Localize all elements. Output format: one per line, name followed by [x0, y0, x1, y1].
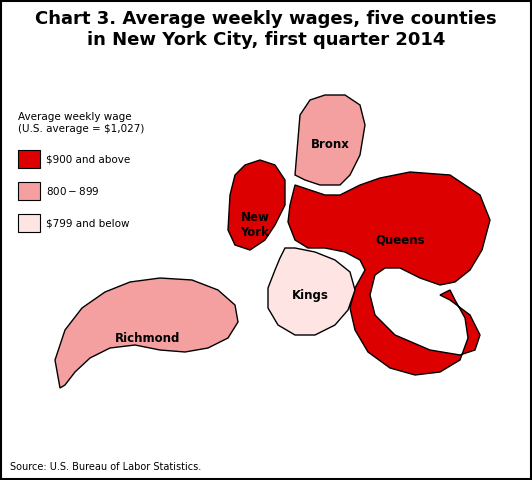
Bar — [18, 150, 40, 168]
Text: Queens: Queens — [375, 233, 425, 247]
Text: Bronx: Bronx — [311, 139, 350, 152]
Text: Chart 3. Average weekly wages, five counties
in New York City, first quarter 201: Chart 3. Average weekly wages, five coun… — [35, 10, 497, 49]
Text: Richmond: Richmond — [115, 332, 181, 345]
Text: $900 and above: $900 and above — [46, 154, 130, 164]
Text: Average weekly wage
(U.S. average = $1,027): Average weekly wage (U.S. average = $1,0… — [18, 112, 144, 133]
Bar — [18, 214, 40, 232]
Bar — [18, 182, 40, 200]
Text: $800 - $899: $800 - $899 — [46, 185, 99, 197]
Text: $799 and below: $799 and below — [46, 218, 129, 228]
Polygon shape — [228, 160, 285, 250]
Text: Kings: Kings — [292, 288, 328, 301]
Text: Source: U.S. Bureau of Labor Statistics.: Source: U.S. Bureau of Labor Statistics. — [10, 462, 201, 472]
Polygon shape — [288, 172, 490, 375]
Polygon shape — [295, 95, 365, 185]
Polygon shape — [268, 248, 355, 335]
Polygon shape — [55, 278, 238, 388]
Text: New
York: New York — [240, 211, 269, 239]
